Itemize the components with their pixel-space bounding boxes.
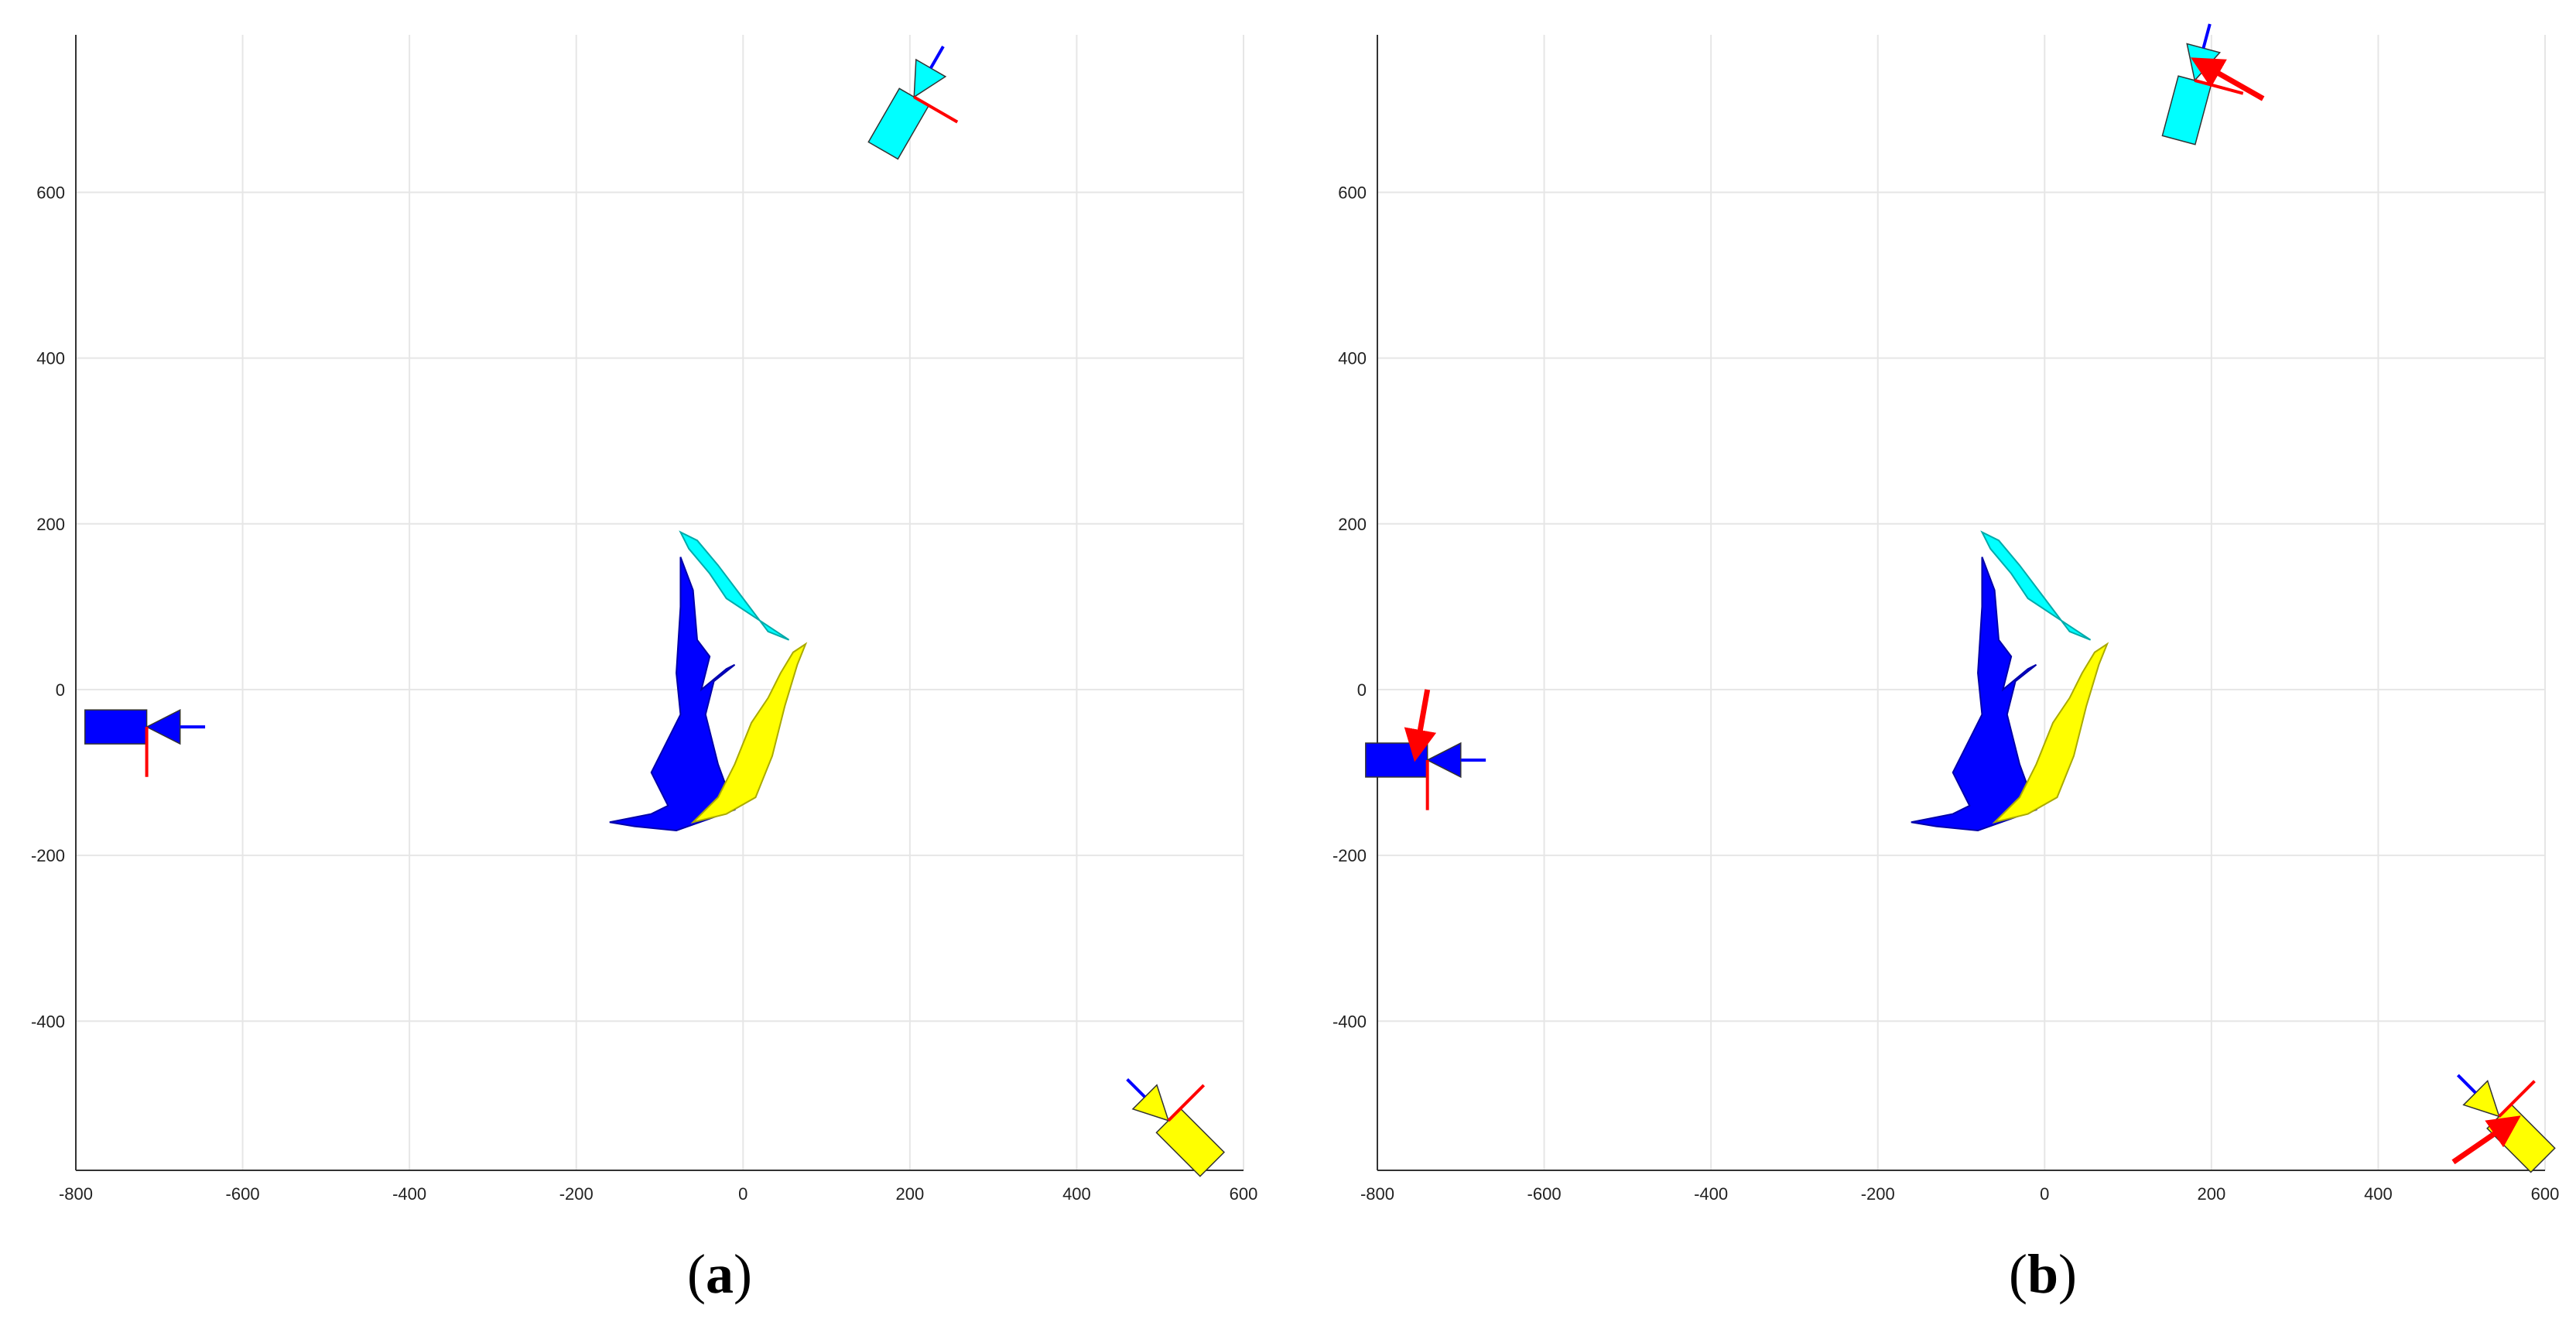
x-tick-label-5: 200: [2197, 1184, 2225, 1204]
x-tick-label-0: -800: [1360, 1184, 1394, 1204]
y-tick-label-5: 600: [1338, 183, 1367, 202]
blue-camera-lens: [145, 708, 181, 745]
x-tick-label-7: 600: [1230, 1184, 1258, 1204]
annotation-arrow-0: [2190, 57, 2265, 101]
cyan-camera: [867, 45, 959, 160]
y-tick-label-2: 0: [56, 680, 65, 700]
x-tick-label-5: 200: [895, 1184, 924, 1204]
blue-surface: [1911, 557, 2037, 831]
y-tick-label-0: -400: [1332, 1012, 1367, 1031]
x-tick-label-1: -600: [1527, 1184, 1562, 1204]
x-tick-label-3: -200: [559, 1184, 594, 1204]
annotation-arrow-1: [1404, 689, 1437, 762]
blue-camera: [1365, 742, 1486, 810]
y-tick-label-1: -200: [1332, 846, 1367, 865]
x-tick-label-2: -400: [1694, 1184, 1728, 1204]
blue-camera-body: [84, 709, 148, 745]
x-tick-label-0: -800: [59, 1184, 93, 1204]
y-tick-label-4: 400: [36, 349, 65, 368]
cyan-camera-z-axis: [929, 45, 945, 69]
caption-b: (b): [2009, 1243, 2077, 1305]
cyan-camera-z-axis: [2201, 23, 2212, 49]
yellow-surface: [690, 642, 808, 824]
yellow-camera-y-axis: [1167, 1084, 1206, 1122]
y-tick-label-4: 400: [1338, 349, 1367, 368]
y-tick-label-3: 200: [36, 515, 65, 534]
x-tick-label-7: 600: [2531, 1184, 2560, 1204]
y-tick-label-3: 200: [1338, 515, 1367, 534]
blue-camera: [84, 708, 206, 777]
cyan-camera-lens: [913, 58, 947, 98]
yellow-camera-z-axis: [1126, 1077, 1146, 1098]
yellow-surface: [1992, 642, 2109, 824]
cyan-camera-body: [2161, 75, 2212, 146]
cyan-surface: [1980, 530, 2092, 641]
x-tick-label-3: -200: [1861, 1184, 1895, 1204]
yellow-camera-z-axis: [2456, 1074, 2477, 1094]
x-tick-label-6: 400: [2364, 1184, 2393, 1204]
blue-surface: [609, 557, 736, 831]
y-tick-label-1: -200: [31, 846, 65, 865]
blue-camera-lens: [1426, 742, 1462, 779]
yellow-camera-lens: [2462, 1079, 2500, 1118]
cyan-surface: [679, 530, 790, 641]
panel-b: -800 -600 -400 -200 0 200 400 600 -400 -200 0 200 40…: [1332, 23, 2560, 1204]
x-tick-label-2: -400: [392, 1184, 426, 1204]
y-tick-label-0: -400: [31, 1012, 65, 1031]
yellow-camera: [1126, 1077, 1226, 1177]
blue-camera-body: [1365, 742, 1428, 778]
annotation-arrow-2: [2451, 1115, 2521, 1165]
y-tick-label-2: 0: [1357, 680, 1367, 700]
x-tick-label-4: 0: [2040, 1184, 2049, 1204]
y-tick-label-5: 600: [36, 183, 65, 202]
cyan-camera-y-axis: [913, 95, 959, 124]
x-tick-label-4: 0: [738, 1184, 747, 1204]
x-tick-label-6: 400: [1062, 1184, 1091, 1204]
yellow-camera-y-axis: [2498, 1080, 2536, 1118]
caption-a: (a): [687, 1243, 752, 1305]
x-tick-label-1: -600: [226, 1184, 260, 1204]
panel-a: -800 -600 -400 -200 0 200 400 600 -400 -200 0 200 40…: [31, 35, 1257, 1204]
